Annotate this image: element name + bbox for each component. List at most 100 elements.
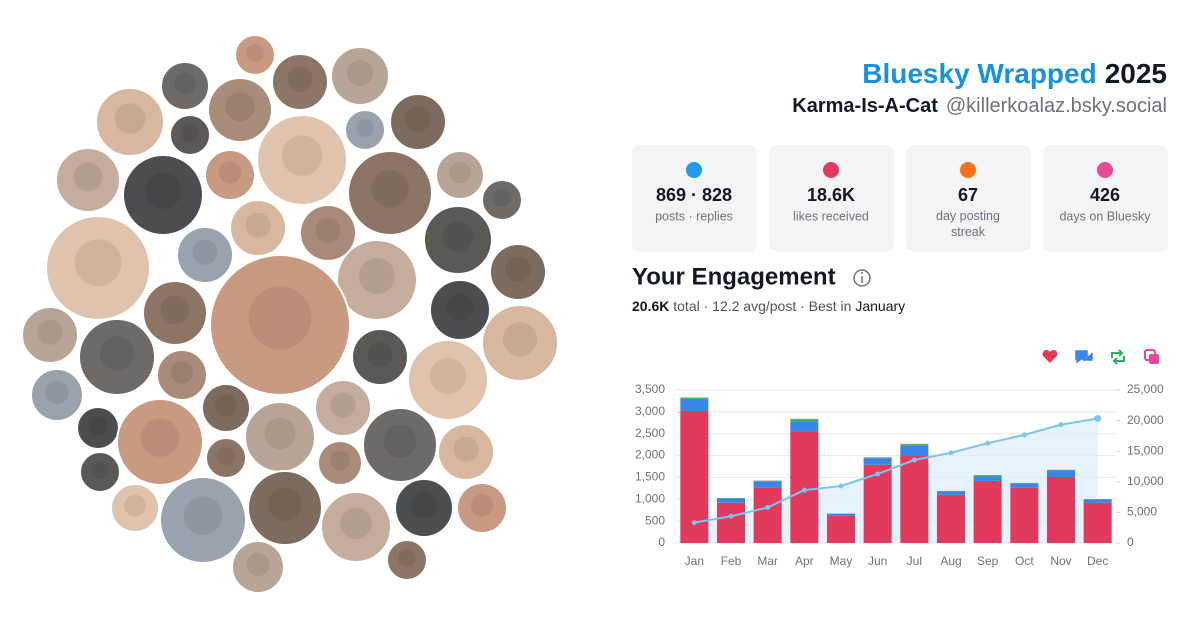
avatar-face xyxy=(493,189,511,207)
line-point xyxy=(838,483,844,489)
avatar xyxy=(336,239,418,321)
info-icon xyxy=(853,269,871,287)
avatar-face xyxy=(449,161,471,184)
bar-segment xyxy=(1083,499,1112,503)
stat-value: 18.6K xyxy=(807,185,855,205)
y-tick-label: 1,500 xyxy=(635,470,665,484)
title-year: 2025 xyxy=(1105,58,1167,89)
avatar-face xyxy=(281,135,323,176)
y-tick-label: 2,000 xyxy=(635,448,665,462)
stat-icon xyxy=(686,162,702,178)
avatar-face xyxy=(264,417,296,450)
bar-segment xyxy=(827,513,855,516)
avatar xyxy=(159,476,247,564)
bar-segment xyxy=(753,481,782,488)
bar-segment xyxy=(937,494,965,543)
user-line: Karma-Is-A-Cat @killerkoalaz.bsky.social xyxy=(792,95,1167,117)
display-name: Karma-Is-A-Cat xyxy=(792,95,938,117)
avatar-face xyxy=(398,549,416,567)
bar-segment xyxy=(1047,470,1075,477)
bar-segment xyxy=(790,419,819,422)
line-point xyxy=(1021,432,1027,438)
stat-label: day posting streak xyxy=(936,209,1000,239)
avatar xyxy=(347,150,433,236)
avatar xyxy=(205,437,247,479)
avatar xyxy=(209,254,351,396)
avatar-face xyxy=(453,436,479,462)
avatar-face xyxy=(410,492,438,519)
summary-total: 20.6K xyxy=(632,298,669,314)
bar-segment xyxy=(973,480,1002,543)
x-tick-label: Jan xyxy=(685,554,704,568)
line-point xyxy=(948,450,954,456)
avatar-face xyxy=(245,212,271,238)
stat-value: 426 xyxy=(1090,185,1120,205)
line-point xyxy=(765,505,771,511)
avatar-face xyxy=(356,119,374,137)
y2-tick-label: 15,000 xyxy=(1127,443,1164,457)
bar-segment xyxy=(900,456,929,543)
stat-label: days on Bluesky xyxy=(1059,209,1151,223)
y2-tick-label: 10,000 xyxy=(1127,474,1164,488)
line-point xyxy=(911,457,917,463)
avatar xyxy=(394,478,454,538)
avatar-face xyxy=(430,358,466,394)
avatar xyxy=(320,491,392,563)
avatar-face xyxy=(359,258,395,294)
avatar-face xyxy=(248,286,312,350)
avatar-face xyxy=(330,392,356,418)
x-tick-label: May xyxy=(830,554,853,568)
stat-card xyxy=(1043,145,1168,252)
avatar-face xyxy=(268,487,302,521)
avatar xyxy=(330,46,390,106)
avatar-face xyxy=(383,424,417,458)
avatar-face xyxy=(446,293,474,321)
avatar-face xyxy=(192,239,218,265)
bar-segment xyxy=(973,475,1002,477)
avatar xyxy=(489,243,547,301)
avatar-face xyxy=(91,461,109,479)
avatar-face xyxy=(140,418,180,458)
avatar xyxy=(169,114,211,156)
line-point xyxy=(1058,422,1064,428)
y2-tick-label: 5,000 xyxy=(1127,505,1157,519)
avatar-cluster xyxy=(21,34,559,594)
bar-segment xyxy=(717,498,745,503)
avatar-face xyxy=(330,450,350,471)
stat-icon xyxy=(1097,162,1113,178)
avatar xyxy=(21,306,79,364)
bar-segment xyxy=(973,476,1002,481)
x-tick-label: Dec xyxy=(1087,554,1108,568)
avatar-face xyxy=(183,496,223,536)
avatar xyxy=(317,440,363,486)
bar-segment xyxy=(753,480,782,482)
bar-segment xyxy=(753,487,782,543)
avatar xyxy=(344,109,386,151)
avatar-face xyxy=(215,394,237,417)
y-tick-label: 500 xyxy=(645,513,665,527)
avatar-face xyxy=(74,239,122,287)
x-tick-label: Mar xyxy=(757,554,778,568)
avatar xyxy=(435,150,485,200)
bar-segment xyxy=(1010,487,1039,543)
avatar-face xyxy=(225,92,255,122)
stat-label: likes received xyxy=(793,209,869,223)
avatar-face xyxy=(315,217,341,243)
bar-segment xyxy=(1083,502,1112,543)
stat-cards: 869 · 828 posts · replies 18.6K likes recei… xyxy=(632,145,1168,252)
y-tick-label: 3,500 xyxy=(635,382,665,396)
bar-segment xyxy=(900,445,929,457)
avatar-face xyxy=(218,161,242,184)
avatar-face xyxy=(502,322,538,357)
bar-segment xyxy=(790,431,819,543)
avatar-face xyxy=(160,295,190,325)
avatar xyxy=(386,539,428,581)
y2-tick-label: 25,000 xyxy=(1127,382,1164,396)
avatar xyxy=(429,279,491,341)
x-tick-label: Apr xyxy=(795,554,814,568)
avatar xyxy=(234,34,276,76)
avatar-face xyxy=(174,72,196,95)
avatar xyxy=(389,93,447,151)
avatar xyxy=(95,87,165,157)
